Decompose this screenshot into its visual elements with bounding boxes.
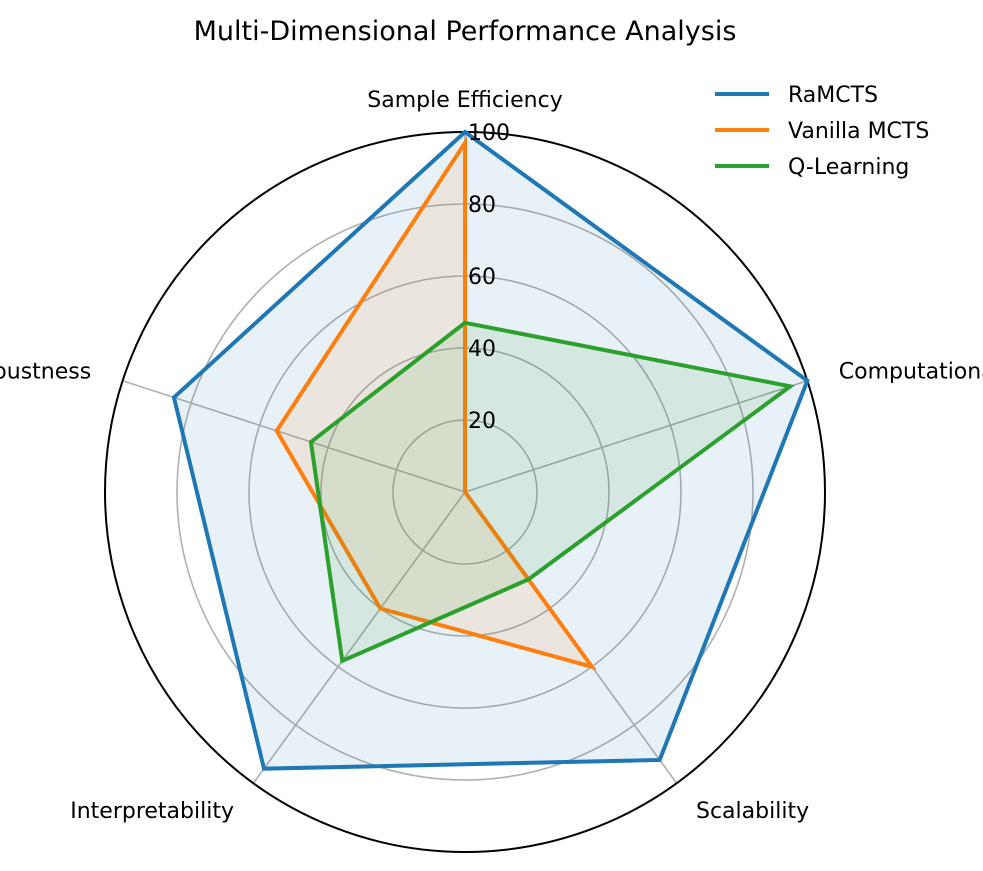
series-line	[308, 320, 796, 664]
grid-spoke	[252, 491, 466, 784]
legend-label: RaMCTS	[788, 83, 878, 108]
axis-label: Computational Cost	[839, 360, 983, 385]
series-fill	[173, 132, 808, 769]
tick-label: 20	[468, 409, 496, 434]
legend-label: Q-Learning	[788, 155, 909, 180]
series-layer	[171, 129, 810, 771]
tick-label: 100	[468, 121, 510, 146]
chart-title: Multi-Dimensional Performance Analysis	[194, 16, 737, 47]
axis-label: Scalability	[696, 799, 809, 824]
axis-label: Interpretability	[70, 799, 234, 824]
axis-label: Robustness	[0, 360, 91, 385]
series-line	[171, 129, 810, 771]
series-fill	[310, 322, 791, 661]
series-line	[274, 136, 597, 671]
grid-spoke	[464, 379, 808, 493]
axis-label: Sample Efficiency	[367, 88, 562, 113]
grid-spoke	[122, 379, 466, 493]
tick-label: 80	[468, 193, 496, 218]
tick-label: 60	[468, 265, 496, 290]
legend: RaMCTS Vanilla MCTS Q-Learning	[715, 83, 929, 180]
legend-label: Vanilla MCTS	[788, 119, 929, 144]
series-fill	[276, 142, 592, 667]
tick-label: 40	[468, 337, 496, 362]
radial-tick-labels: 20 40 60 80 100	[468, 121, 510, 434]
axis-labels: Sample Efficiency Computational Cost Scala…	[0, 88, 983, 824]
